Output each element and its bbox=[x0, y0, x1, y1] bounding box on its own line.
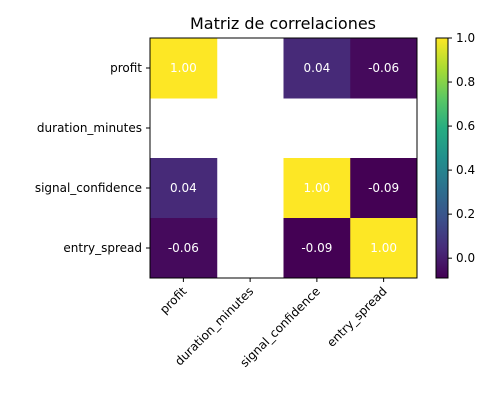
cell-value-label: 1.00 bbox=[170, 61, 197, 75]
cell-value-label: 1.00 bbox=[304, 181, 331, 195]
x-tick-label: profit bbox=[157, 284, 190, 317]
heatmap-cell bbox=[350, 38, 418, 99]
x-tick-label: entry_spread bbox=[324, 284, 389, 349]
colorbar-tick-label: 0.2 bbox=[456, 207, 475, 221]
heatmap-cell bbox=[283, 218, 351, 279]
cell-value-label: -0.09 bbox=[368, 181, 399, 195]
heatmap-cell bbox=[150, 218, 218, 279]
cell-value-label: -0.06 bbox=[168, 241, 199, 255]
cell-value-label: 1.00 bbox=[370, 241, 397, 255]
cell-value-label: -0.06 bbox=[368, 61, 399, 75]
colorbar-tick-label: 0.0 bbox=[456, 251, 475, 265]
colorbar-tick-label: 0.6 bbox=[456, 119, 475, 133]
heatmap-cell bbox=[283, 38, 351, 99]
plot-frame bbox=[149, 37, 418, 279]
heatmap-cell bbox=[283, 158, 351, 219]
y-tick-label: duration_minutes bbox=[37, 121, 142, 135]
colorbar-ticks: 0.0 0.2 0.4 0.6 0.8 1.0 bbox=[448, 31, 475, 265]
heatmap-cell bbox=[350, 158, 418, 219]
heatmap-cell bbox=[150, 38, 218, 99]
colorbar-tick-label: 1.0 bbox=[456, 31, 475, 45]
colorbar-tick-label: 0.4 bbox=[456, 163, 475, 177]
cell-value-label: 0.04 bbox=[170, 181, 197, 195]
colorbar bbox=[435, 37, 449, 279]
y-tick-label: signal_confidence bbox=[35, 181, 142, 195]
y-tick-label: entry_spread bbox=[63, 241, 142, 255]
heatmap-cell bbox=[350, 218, 418, 279]
heatmap-cells: 1.00 0.04 -0.06 0.04 1.00 -0.09 -0.06 -0.09 1.00 bbox=[150, 38, 418, 279]
y-tick-label: profit bbox=[110, 61, 142, 75]
chart-title: Matriz de correlaciones bbox=[190, 14, 376, 33]
y-tick-labels: profit duration_minutes signal_confidencee… bbox=[35, 61, 150, 255]
cell-value-label: -0.09 bbox=[301, 241, 332, 255]
cell-value-label: 0.04 bbox=[304, 61, 331, 75]
colorbar-tick-label: 0.8 bbox=[456, 75, 475, 89]
heatmap-cell bbox=[150, 158, 218, 219]
